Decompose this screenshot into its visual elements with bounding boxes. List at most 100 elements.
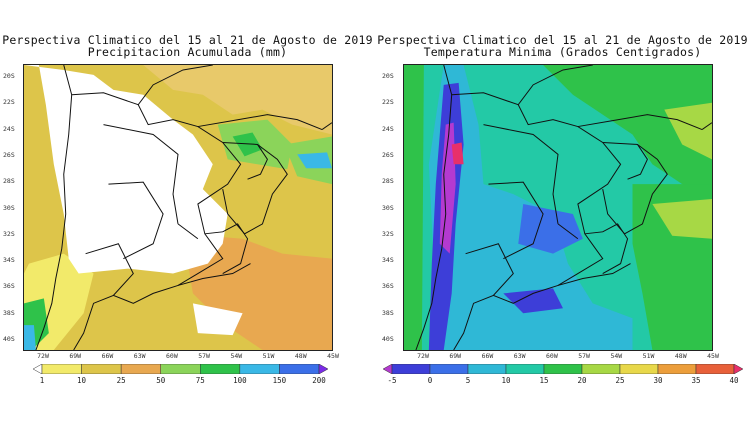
precip-title-line1: Perspectiva Climatico del 15 al 21 de Ag… bbox=[2, 33, 373, 47]
precip-blue-spot bbox=[297, 152, 332, 169]
temperature-map bbox=[403, 64, 713, 351]
precip-colorbar-swatch bbox=[41, 364, 82, 374]
temp-colorbar-label: 25 bbox=[615, 376, 625, 385]
temp-colorbar-label: 0 bbox=[427, 376, 433, 385]
temp-lon-label: 72W bbox=[417, 352, 429, 360]
temp-colorbar-label: 10 bbox=[501, 376, 511, 385]
temp-lat-label: 38S bbox=[382, 308, 394, 317]
precip-lon-label: 66W bbox=[101, 352, 114, 360]
temp-colorbar-swatch bbox=[619, 364, 659, 374]
precip-colorbar-swatch bbox=[81, 364, 122, 374]
precip-dry-zone bbox=[24, 65, 228, 274]
precip-colorbar-label: 25 bbox=[116, 376, 126, 385]
precip-colorbar-swatch bbox=[200, 364, 241, 374]
temp-lon-label: 54W bbox=[610, 352, 623, 360]
precip-lat-label: 26S bbox=[3, 150, 15, 159]
precipitation-map bbox=[23, 64, 333, 351]
temp-lat-label: 36S bbox=[382, 282, 394, 291]
temp-colorbar bbox=[383, 364, 743, 374]
temp-colorbar-svg bbox=[383, 364, 743, 374]
temp-lon-label: 60W bbox=[546, 352, 558, 360]
precip-lat-label: 30S bbox=[3, 203, 15, 212]
precip-lon-label: 69W bbox=[69, 352, 82, 360]
precip-colorbar bbox=[33, 364, 328, 374]
temp-lon-label: 66W bbox=[481, 352, 494, 360]
precip-lon-label: 54W bbox=[230, 352, 243, 360]
temp-title-line2: Temperatura Minima (Grados Centigrados) bbox=[423, 45, 702, 59]
temp-lat-label: 20S bbox=[382, 72, 394, 80]
precip-lat-label: 24S bbox=[3, 124, 15, 133]
temp-magenta-spot bbox=[451, 142, 464, 165]
precip-lon-axis: 72W 69W 66W 63W 60W 57W 54W 51W 48W 45W bbox=[23, 352, 339, 362]
temp-colorbar-swatch bbox=[429, 364, 469, 374]
precip-blue-southwest bbox=[24, 325, 36, 350]
temp-lon-label: 48W bbox=[674, 352, 687, 360]
precip-lat-label: 40S bbox=[3, 335, 15, 343]
temp-colorbar-swatch bbox=[657, 364, 697, 374]
precip-colorbar-swatch bbox=[318, 364, 328, 374]
temp-lat-label: 40S bbox=[382, 335, 394, 343]
temp-colorbar-swatch bbox=[505, 364, 545, 374]
temperature-panel: Perspectiva Climatico del 15 al 21 de Ag… bbox=[375, 0, 750, 422]
temperature-map-svg bbox=[404, 65, 712, 350]
temp-colorbar-labels: -5 0 5 10 15 20 25 30 35 40 bbox=[383, 376, 743, 386]
precip-lat-label: 34S bbox=[3, 256, 15, 265]
precip-colorbar-label: 10 bbox=[77, 376, 87, 385]
temp-lon-label: 51W bbox=[642, 352, 655, 360]
temp-lat-label: 26S bbox=[382, 150, 394, 159]
precip-lon-label: 60W bbox=[166, 352, 178, 360]
precip-colorbar-label: 150 bbox=[272, 376, 287, 385]
precip-lon-label: 63W bbox=[133, 352, 146, 360]
temp-lon-label: 69W bbox=[449, 352, 462, 360]
precip-lon-label: 51W bbox=[262, 352, 275, 360]
temp-lat-label: 22S bbox=[382, 98, 394, 107]
precip-colorbar-swatch bbox=[120, 364, 161, 374]
precipitation-panel: Perspectiva Climatico del 15 al 21 de Ag… bbox=[2, 33, 373, 385]
precip-lat-label: 22S bbox=[3, 98, 15, 107]
temp-colorbar-label: 40 bbox=[729, 376, 739, 385]
temp-yellow-north bbox=[664, 102, 712, 160]
temp-colorbar-label: -5 bbox=[387, 376, 397, 385]
precipitation-map-svg bbox=[24, 65, 332, 350]
temp-colorbar-swatch bbox=[383, 364, 393, 374]
precip-lon-label: 45W bbox=[327, 352, 339, 360]
precip-colorbar-label: 75 bbox=[195, 376, 205, 385]
temp-lon-label: 57W bbox=[578, 352, 590, 360]
precip-colorbar-label: 50 bbox=[156, 376, 166, 385]
temp-cold-southeast bbox=[503, 288, 563, 314]
precip-lat-label: 38S bbox=[3, 308, 15, 317]
precip-lat-label: 20S bbox=[3, 72, 15, 80]
temp-colorbar-label: 20 bbox=[577, 376, 587, 385]
precip-colorbar-label: 200 bbox=[312, 376, 326, 385]
temp-warm-northeast bbox=[543, 65, 712, 195]
precip-borders bbox=[35, 65, 332, 350]
precip-colorbar-swatch bbox=[279, 364, 320, 374]
precip-colorbar-label: 1 bbox=[39, 376, 45, 385]
temp-borders bbox=[415, 65, 712, 350]
temp-colorbar-swatch bbox=[695, 364, 735, 374]
temp-lat-label: 24S bbox=[382, 124, 394, 133]
precip-colorbar-swatch bbox=[33, 364, 43, 374]
temp-very-cold-andes bbox=[439, 122, 456, 254]
precip-colorbar-svg bbox=[33, 364, 328, 374]
temp-lat-label: 34S bbox=[382, 256, 394, 265]
temp-lat-label: 30S bbox=[382, 203, 394, 212]
precip-colorbar-label: 100 bbox=[233, 376, 247, 385]
temp-colorbar-label: 5 bbox=[465, 376, 471, 385]
temp-title-line1: Perspectiva Climatico del 15 al 21 de Ag… bbox=[377, 33, 748, 47]
temp-colorbar-swatch bbox=[467, 364, 507, 374]
precip-lon-label: 72W bbox=[37, 352, 49, 360]
temp-yellow-coast bbox=[652, 199, 712, 239]
precip-south-area bbox=[182, 233, 332, 350]
precip-lat-label: 28S bbox=[3, 177, 15, 186]
precip-lat-label: 36S bbox=[3, 282, 15, 291]
temp-colorbar-swatch bbox=[733, 364, 743, 374]
temp-colorbar-swatch bbox=[543, 364, 583, 374]
temp-colorbar-label: 30 bbox=[653, 376, 663, 385]
temp-lat-axis: 20S 22S 24S 26S 28S 30S 32S 34S 36S 38S 40S bbox=[382, 64, 404, 351]
precip-lat-axis: 20S 22S 24S 26S 28S 30S 32S 34S 36S 38S 40S bbox=[3, 64, 25, 351]
temp-lon-label: 63W bbox=[513, 352, 526, 360]
precip-north-band bbox=[24, 65, 332, 135]
precip-lat-label: 32S bbox=[3, 229, 15, 238]
precip-green-core bbox=[232, 132, 263, 157]
